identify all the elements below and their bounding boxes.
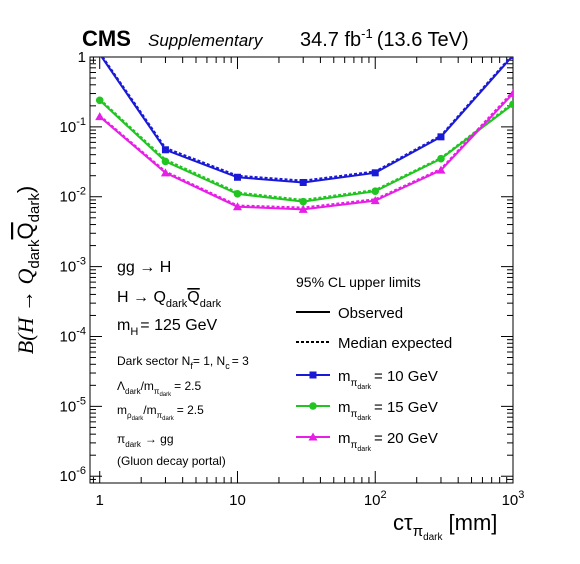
data-point [299, 178, 307, 186]
dark-sector-text: Dark sector Nf= 1, Nc = 3 [117, 354, 249, 371]
legend-label-0: mπdark= 10 GeV [338, 368, 438, 391]
y-tick-label: 10-4 [60, 325, 86, 345]
data-point [298, 204, 308, 213]
data-point [161, 146, 169, 154]
y-tick-label: 1 [78, 49, 86, 66]
y-axis-label: B(H → QdarkQdark) [13, 186, 43, 354]
decay-text: H → QdarkQdark [117, 289, 222, 310]
lambda-ratio-text: Λdark/mπdark= 2.5 [117, 379, 201, 398]
data-point [233, 190, 242, 198]
legend-observed-label: Observed [338, 305, 403, 322]
legend-label-2: mπdark= 20 GeV [338, 430, 438, 453]
plot-area [95, 57, 513, 213]
y-axis-ticks: 10-6 10-5 10-4 10-3 10-2 10-1 1 [60, 49, 513, 485]
x-tick-label: 1 [96, 492, 104, 509]
data-point [437, 154, 445, 163]
legend: 95% CL upper limits Observed Median expe… [296, 274, 452, 453]
x-tick-label: 103 [502, 489, 525, 509]
legend-label-1: mπdark= 15 GeV [338, 399, 438, 422]
data-point [371, 187, 380, 196]
process-text: gg → H [117, 259, 171, 276]
data-point [436, 165, 446, 174]
data-point [508, 89, 513, 98]
portal-text: πdark → gg [117, 432, 174, 449]
data-point [233, 173, 241, 181]
portal-note-text: (Gluon decay portal) [117, 454, 226, 468]
data-point [437, 133, 445, 141]
svg-text:B(H → QdarkQdark): B(H → QdarkQdark) [13, 186, 43, 354]
observed-line-1 [99, 99, 513, 203]
y-tick-label: 10-3 [60, 256, 86, 276]
x-axis-label: cτπdark[mm] [393, 510, 497, 543]
x-tick-label: 10 [229, 492, 246, 509]
y-tick-label: 10-1 [60, 116, 86, 136]
legend-marker-1 [309, 402, 317, 410]
y-tick-label: 10-2 [60, 186, 86, 206]
x-tick-label: 102 [364, 489, 387, 509]
supplementary-label: Supplementary [148, 31, 264, 50]
data-point [370, 196, 380, 205]
data-point [161, 157, 170, 166]
data-point [232, 202, 242, 211]
data-point [509, 57, 513, 60]
legend-expected-label: Median expected [338, 335, 452, 352]
mass-text: mH = 125 GeV [117, 317, 218, 338]
data-point [96, 57, 104, 58]
cms-label: CMS [82, 26, 131, 51]
observed-line-0 [100, 57, 513, 184]
data-point [95, 112, 105, 121]
data-point [160, 168, 170, 177]
lumi-label: 34.7 fb-1 (13.6 TeV) [300, 26, 469, 51]
data-point [509, 100, 513, 109]
data-point [371, 169, 379, 177]
rho-ratio-text: mρdark/mπdark= 2.5 [117, 403, 204, 422]
legend-title: 95% CL upper limits [296, 274, 421, 290]
legend-marker-0 [309, 371, 317, 379]
expected-line-2 [99, 90, 513, 209]
legend-mass-entries: mπdark= 10 GeV mπdark= 15 GeV mπdark= 20 G… [296, 368, 438, 453]
legend-marker-2 [308, 432, 318, 441]
data-point [95, 96, 104, 105]
data-point [299, 197, 308, 206]
y-tick-label: 10-5 [60, 395, 86, 415]
x-axis-ticks: 1 10 102 103 [92, 57, 525, 509]
y-tick-label: 10-6 [60, 465, 86, 485]
